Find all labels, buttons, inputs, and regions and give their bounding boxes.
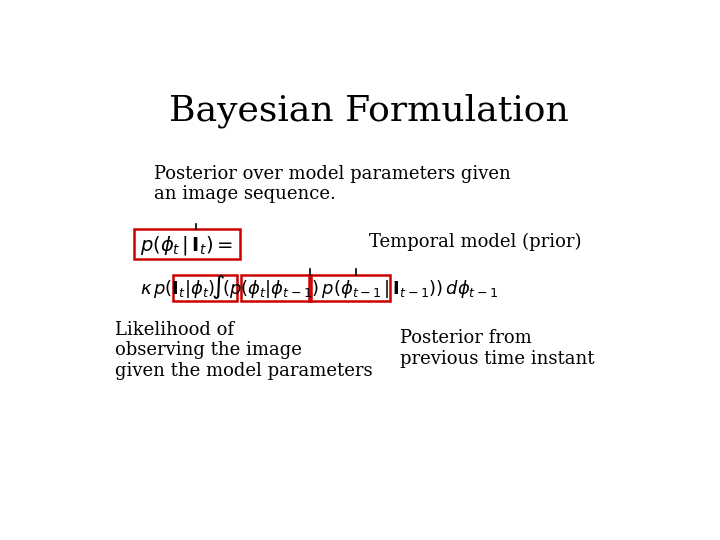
- Text: Posterior from
previous time instant: Posterior from previous time instant: [400, 329, 594, 368]
- Text: Temporal model (prior): Temporal model (prior): [369, 232, 582, 251]
- Bar: [173, 275, 237, 301]
- Text: Posterior over model parameters given
an image sequence.: Posterior over model parameters given an…: [154, 165, 511, 204]
- Bar: [133, 230, 240, 259]
- Text: $p(\phi_t\,|\,\mathbf{I}_t) =$: $p(\phi_t\,|\,\mathbf{I}_t) =$: [140, 234, 233, 257]
- Text: $\kappa\,p(\mathbf{I}_t|\phi_t)\!\int\!(p(\phi_t|\phi_{t-1})\,p(\phi_{t-1}\,|\,\: $\kappa\,p(\mathbf{I}_t|\phi_t)\!\int\!(…: [140, 273, 498, 301]
- Bar: [241, 275, 311, 301]
- Bar: [310, 275, 390, 301]
- Text: Likelihood of
observing the image
given the model parameters: Likelihood of observing the image given …: [115, 321, 373, 380]
- Text: Bayesian Formulation: Bayesian Formulation: [169, 94, 569, 129]
